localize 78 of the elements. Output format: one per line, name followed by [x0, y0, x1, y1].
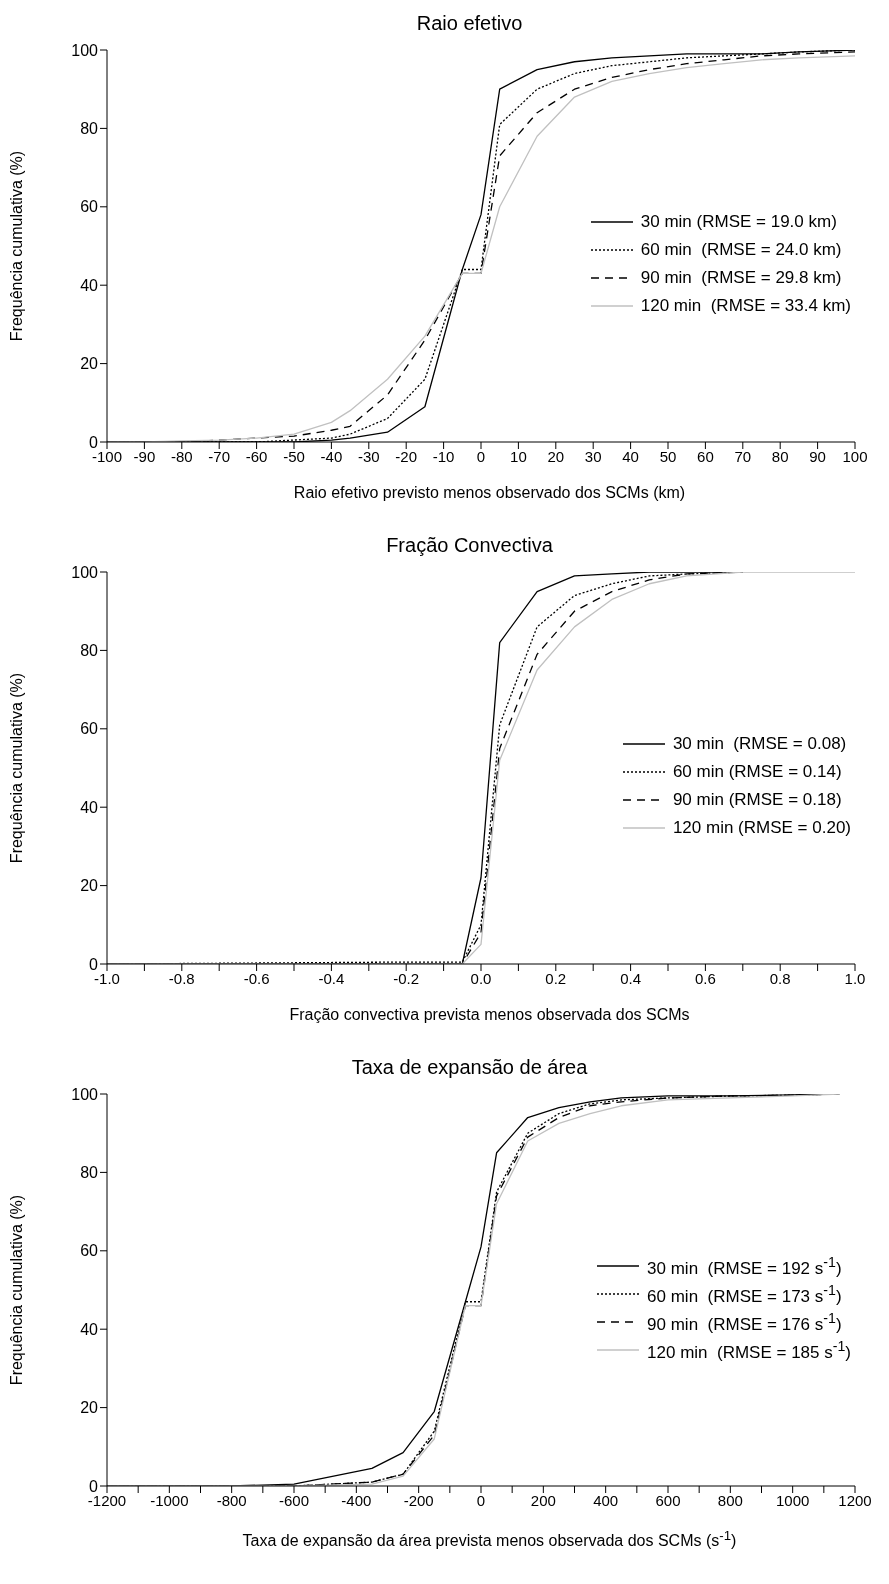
x-tick-label: 40: [622, 447, 639, 465]
x-tick-label: 0.6: [694, 969, 716, 987]
x-tick-label: 20: [547, 447, 565, 465]
x-tick-label: 60: [697, 447, 714, 465]
x-tick-label: -90: [133, 447, 156, 465]
y-tick-label: 40: [80, 798, 99, 816]
y-tick-label: 60: [80, 720, 99, 738]
x-tick-label: 30: [584, 447, 602, 465]
x-tick-label: 400: [593, 1491, 619, 1509]
x-tick-label: 1200: [838, 1491, 872, 1509]
x-tick-label: 10: [510, 447, 527, 465]
y-tick-label: 60: [80, 1242, 99, 1260]
legend-label: 90 min (RMSE = 29.8 km): [640, 268, 842, 288]
x-tick-label: -1000: [150, 1491, 189, 1509]
chart-title: Taxa de expansão de área: [350, 1055, 589, 1080]
legend-label: 120 min (RMSE = 33.4 km): [640, 296, 851, 316]
x-tick-label: 0.8: [769, 969, 791, 987]
y-tick-label: 20: [80, 355, 99, 373]
legend-label: 30 min (RMSE = 192 s$^{-1}$): [647, 1253, 842, 1279]
y-axis-title: Frequência cumulativa (%): [7, 150, 25, 342]
y-tick-label: 100: [71, 1085, 99, 1103]
x-tick-label: -60: [245, 447, 268, 465]
x-tick-label: 600: [655, 1491, 681, 1509]
y-tick-label: 100: [71, 563, 99, 581]
x-axis-title: Raio efetivo previsto menos observado dos SCMs (km): [292, 484, 687, 502]
legend-label: 30 min (RMSE = 0.08): [672, 734, 847, 754]
x-tick-label: 100: [842, 447, 868, 465]
x-tick-label: -40: [320, 447, 343, 465]
y-tick-label: 60: [80, 198, 99, 216]
x-tick-label: 90: [809, 447, 826, 465]
legend-label: 30 min (RMSE = 19.0 km): [640, 212, 837, 232]
x-tick-label: -20: [395, 447, 418, 465]
x-tick-label: -70: [208, 447, 231, 465]
x-tick-label: -0.8: [168, 969, 195, 987]
chart-title: Raio efetivo: [415, 11, 524, 36]
legend-label: 120 min (RMSE = 185 s$^{-1}$): [647, 1337, 851, 1363]
x-axis-title: Fração convectiva prevista menos observada dos SCMs: [288, 1006, 691, 1024]
y-tick-label: 20: [80, 1399, 99, 1417]
x-tick-label: 0: [476, 447, 486, 465]
x-tick-label: -50: [283, 447, 305, 465]
x-tick-label: 70: [734, 447, 752, 465]
legend-label: 120 min (RMSE = 0.20): [672, 818, 851, 838]
legend-label: 90 min (RMSE = 176 s$^{-1}$): [647, 1309, 842, 1335]
y-axis-title: Frequência cumulativa (%): [7, 672, 25, 864]
y-tick-label: 20: [80, 877, 99, 895]
y-tick-label: 80: [80, 120, 99, 138]
legend-label: 60 min (RMSE = 24.0 km): [640, 240, 842, 260]
x-tick-label: 200: [530, 1491, 556, 1509]
x-axis-title: Taxa de expansão da área prevista menos observada dos SCMs (s$^{-1}$): [241, 1528, 738, 1551]
legend-label: 90 min (RMSE = 0.18): [672, 790, 842, 810]
x-tick-label: 1000: [775, 1491, 810, 1509]
x-tick-label: 0: [476, 1491, 486, 1509]
x-tick-label: -80: [170, 447, 193, 465]
x-tick-label: -0.2: [393, 969, 420, 987]
x-tick-label: 0.2: [545, 969, 567, 987]
x-tick-label: 0.4: [620, 969, 642, 987]
x-tick-label: -0.4: [318, 969, 345, 987]
legend-label: 60 min (RMSE = 0.14): [672, 762, 842, 782]
x-tick-label: 800: [717, 1491, 743, 1509]
x-tick-label: 0.0: [470, 969, 492, 987]
x-tick-label: 50: [659, 447, 677, 465]
x-tick-label: 80: [771, 447, 789, 465]
legend-label: 60 min (RMSE = 173 s$^{-1}$): [647, 1281, 842, 1307]
y-tick-label: 80: [80, 642, 99, 660]
x-tick-label: -30: [357, 447, 380, 465]
x-tick-label: -600: [278, 1491, 310, 1509]
x-tick-label: 1.0: [844, 969, 866, 987]
x-tick-label: -0.6: [243, 969, 270, 987]
y-tick-label: 100: [71, 41, 99, 59]
y-axis-title: Frequência cumulativa (%): [7, 1194, 25, 1386]
x-tick-label: -10: [432, 447, 455, 465]
x-tick-label: -400: [341, 1491, 372, 1509]
y-tick-label: 40: [80, 1320, 99, 1338]
x-tick-label: -800: [216, 1491, 247, 1509]
y-tick-label: 80: [80, 1164, 99, 1182]
chart-title: Fração Convectiva: [385, 533, 554, 558]
y-tick-label: 40: [80, 276, 99, 294]
x-tick-label: -200: [403, 1491, 434, 1509]
